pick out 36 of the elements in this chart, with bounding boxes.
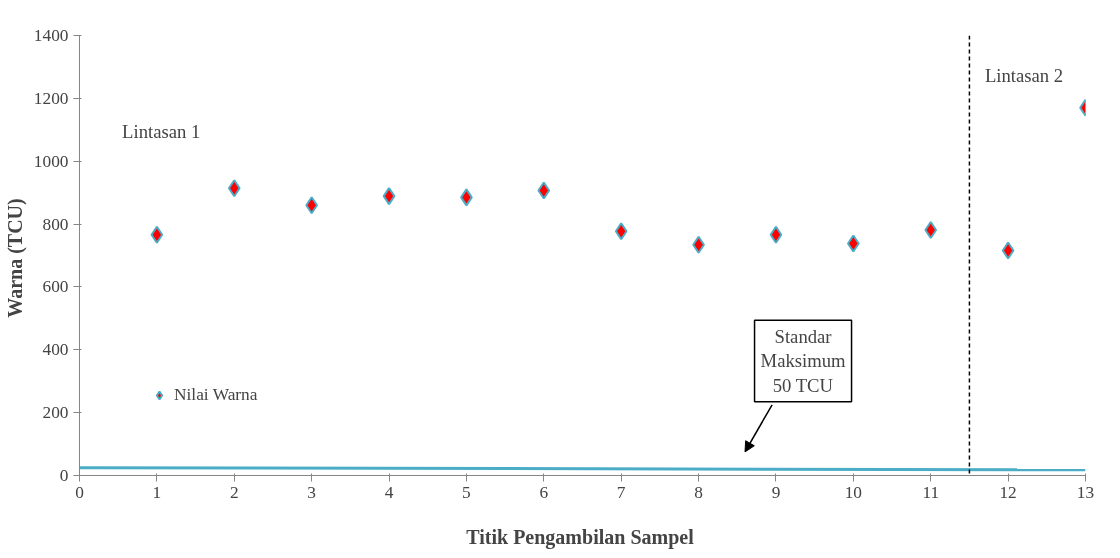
x-tick-label: 5 bbox=[462, 482, 471, 502]
x-axis-title: Titik Pengambilan Sampel bbox=[466, 525, 695, 549]
x-tick-label: 0 bbox=[75, 482, 84, 502]
annotation: Standar Maksimum 50 TCU bbox=[760, 326, 847, 396]
x-tick-label: 4 bbox=[384, 482, 394, 502]
x-tick-label: 12 bbox=[999, 482, 1017, 502]
x-tick-label: 6 bbox=[539, 482, 549, 502]
point bbox=[614, 222, 628, 241]
y-tick-label: 0 bbox=[59, 466, 69, 485]
point bbox=[227, 179, 241, 198]
y-tick-label: 800 bbox=[42, 214, 69, 234]
point bbox=[924, 221, 938, 240]
x-tick-label: 3 bbox=[307, 482, 316, 502]
y-tick-label: 1000 bbox=[33, 151, 69, 171]
legend-label: Nilai Warna bbox=[174, 385, 258, 405]
x-tick-label: 9 bbox=[771, 482, 781, 502]
y-tick-label: 400 bbox=[42, 340, 69, 360]
y-tick-label: 200 bbox=[42, 403, 69, 423]
x-tick-label: 13 bbox=[1076, 482, 1095, 502]
y-tick-label: 600 bbox=[42, 277, 69, 297]
annotation: Lintasan 1 bbox=[122, 121, 201, 143]
point bbox=[537, 181, 551, 200]
x-tick-label: 2 bbox=[229, 482, 239, 502]
x-tick-label: 1 bbox=[152, 482, 162, 502]
point bbox=[1001, 241, 1015, 260]
point bbox=[150, 225, 164, 244]
annotation: Lintasan 2 bbox=[984, 64, 1064, 86]
x-tick-label: 8 bbox=[694, 482, 703, 502]
x-tick-label: 10 bbox=[844, 482, 863, 502]
point bbox=[769, 225, 783, 244]
y-tick-label: 1400 bbox=[33, 26, 69, 45]
x-tick-label: 7 bbox=[616, 482, 626, 502]
y-axis-title: Warna (TCU) bbox=[3, 198, 27, 318]
point bbox=[382, 187, 396, 206]
y-tick-label: 1200 bbox=[33, 88, 69, 108]
x-tick-label: 11 bbox=[922, 482, 940, 502]
